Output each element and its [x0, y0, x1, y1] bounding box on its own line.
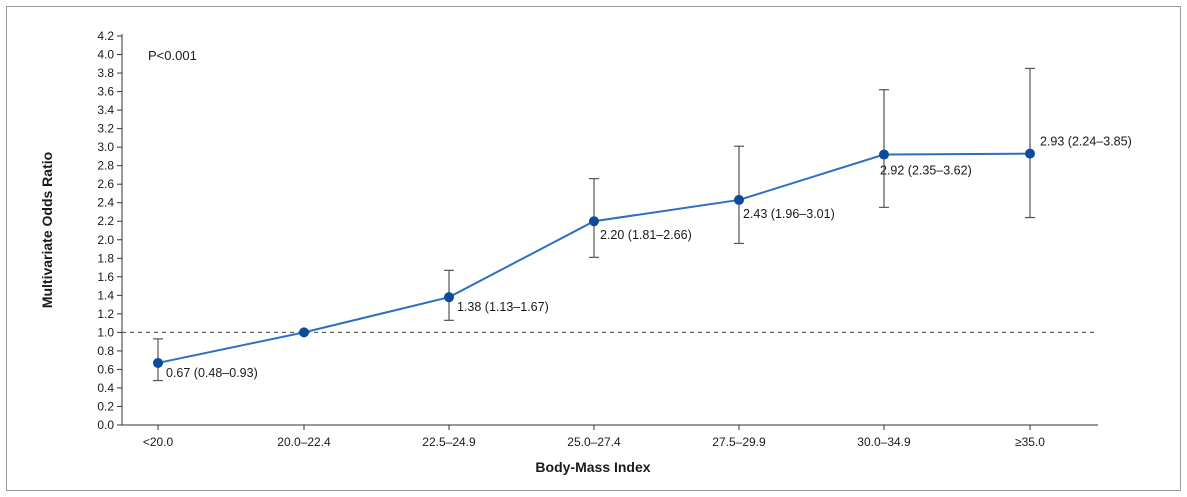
y-tick-label: 4.2: [97, 29, 114, 43]
x-tick-label: 25.0–27.4: [567, 435, 621, 449]
axes: 0.0 0.2 0.4 0.6 0.8 1.0 1.2 1.4 1.6 1.8 2.0 2.2 2.4 2…: [97, 29, 1098, 449]
y-tick-label: 1.6: [97, 270, 114, 284]
y-tick-label: 2.6: [97, 177, 114, 191]
y-tick-label: 2.0: [97, 233, 114, 247]
y-tick-label: 2.4: [97, 196, 114, 210]
p-value-annotation: P<0.001: [148, 48, 197, 63]
data-label: 2.20 (1.81–2.66): [600, 228, 692, 242]
y-tick-label: 3.0: [97, 140, 114, 154]
x-tick-label: ≥35.0: [1015, 435, 1045, 449]
x-tick-label: 30.0–34.9: [857, 435, 911, 449]
y-tick-label: 3.6: [97, 85, 114, 99]
plot-area: 0.67 (0.48–0.93) 1.38 (1.13–1.67) 2.20 (1.…: [122, 67, 1132, 382]
y-tick-label: 1.4: [97, 288, 114, 302]
x-tick-label: 27.5–29.9: [712, 435, 766, 449]
y-tick-label: 1.8: [97, 251, 114, 265]
y-tick-label: 3.8: [97, 66, 114, 80]
error-bar: [1025, 67, 1035, 219]
data-label: 2.43 (1.96–3.01): [743, 207, 835, 221]
data-point: [879, 149, 889, 160]
data-point: [589, 216, 599, 227]
data-label: 0.67 (0.48–0.93): [166, 366, 258, 380]
y-tick-label: 0.0: [97, 418, 114, 432]
y-tick-label: 0.2: [97, 399, 114, 413]
y-tick-label: 1.0: [97, 325, 114, 339]
data-point: [734, 194, 744, 205]
x-tick-label: <20.0: [143, 435, 174, 449]
x-tick-label: 20.0–22.4: [277, 435, 331, 449]
chart-frame: [6, 6, 1181, 491]
y-tick-label: 0.6: [97, 362, 114, 376]
y-axis-label: Multivariate Odds Ratio: [39, 152, 55, 308]
error-bar: [879, 89, 889, 208]
data-label: 2.92 (2.35–3.62): [880, 164, 972, 178]
data-point: [444, 292, 454, 303]
x-tick-label: 22.5–24.9: [422, 435, 476, 449]
y-tick-label: 4.0: [97, 48, 114, 62]
data-point: [1025, 148, 1035, 159]
data-point: [299, 327, 309, 338]
data-label: 1.38 (1.13–1.67): [457, 300, 549, 314]
y-tick-label: 3.2: [97, 122, 114, 136]
y-tick-label: 2.8: [97, 159, 114, 173]
error-bar: [734, 145, 744, 245]
y-tick-label: 0.8: [97, 344, 114, 358]
data-point: [153, 357, 163, 368]
y-tick-label: 3.4: [97, 103, 114, 117]
data-label: 2.93 (2.24–3.85): [1040, 135, 1132, 149]
x-axis-label: Body-Mass Index: [535, 459, 650, 475]
y-tick-label: 0.4: [97, 381, 114, 395]
y-tick-label: 2.2: [97, 214, 114, 228]
y-tick-label: 1.2: [97, 307, 114, 321]
